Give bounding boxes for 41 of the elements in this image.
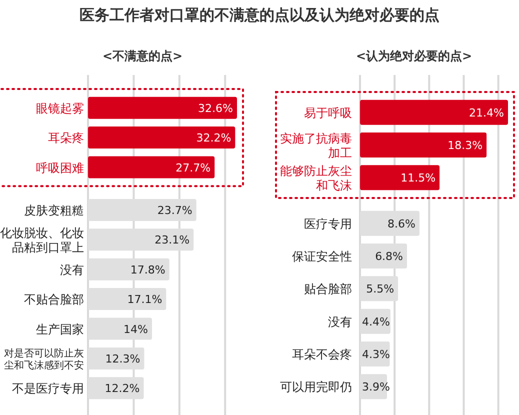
y-tick-label: 保证安全性 [292,250,352,264]
y-tick-label: 眼镜起雾 [36,101,84,116]
data-label: 32.6% [198,102,233,115]
chart-subtitle: <不满意的点> [102,49,183,63]
data-label: 12.3% [105,352,140,366]
y-tick-label: 耳朵疼 [48,131,84,146]
data-label: 32.2% [196,132,232,145]
chart-title: 医务工作者对口罩的不满意的点以及认为绝对必要的点 [80,6,440,24]
data-label: 23.7% [157,204,192,217]
y-tick-label: 皮肤变粗糙 [24,204,84,218]
y-tick-label: 呼吸困难 [36,160,84,175]
data-label: 3.9% [362,380,390,394]
data-label: 27.7% [176,161,211,174]
y-tick-label: 化妆脱妆、化妆品粘到口罩上 [0,226,84,254]
y-tick-label: 不是医疗专用 [12,382,84,396]
data-label: 5.5% [366,282,394,296]
y-tick-label: 能够防止灰尘和飞沫 [280,164,352,192]
chart-subtitle: <认为绝对必要的点> [356,49,472,63]
y-tick-label: 实施了抗病毒加工 [280,131,352,160]
data-label: 23.1% [154,234,190,247]
data-label: 17.1% [127,293,162,306]
y-tick-label: 不贴合脸部 [24,292,84,307]
data-label: 18.3% [448,139,483,152]
data-label: 12.2% [104,382,140,396]
y-tick-label: 生产国家 [36,322,84,336]
y-tick-label: 没有 [328,314,352,329]
y-tick-label: 贴合脸部 [304,282,352,296]
y-tick-label: 医疗专用 [304,216,352,231]
data-label: 4.4% [362,315,390,328]
data-label: 17.8% [130,263,166,276]
data-label: 6.8% [375,250,404,263]
data-label: 8.6% [388,217,416,230]
y-tick-label: 对是否可以防止灰尘和飞沫感到不安 [4,347,84,372]
data-label: 21.4% [469,106,504,120]
y-tick-label: 易于呼吸 [304,106,352,120]
data-label: 4.3% [362,348,390,361]
y-tick-label: 没有 [60,262,84,277]
data-label: 11.5% [400,172,436,185]
y-tick-label: 可以用完即仍 [280,380,352,394]
y-tick-label: 耳朵不会疼 [292,348,352,362]
data-label: 14% [124,322,148,336]
